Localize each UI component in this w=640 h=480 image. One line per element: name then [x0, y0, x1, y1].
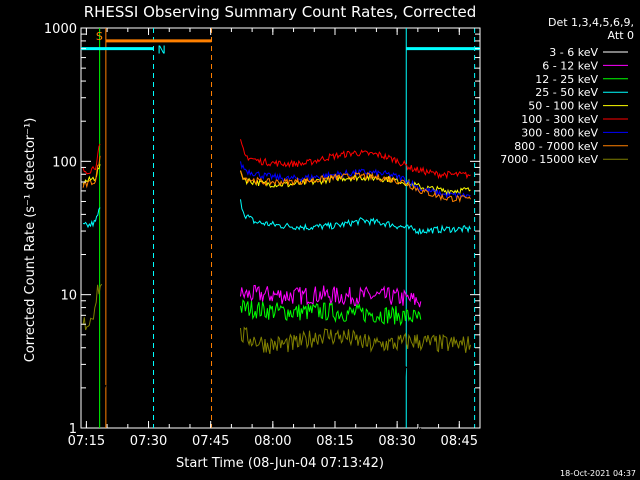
- series-line: [100, 383, 107, 404]
- series-line: [82, 143, 101, 175]
- series-line: [240, 299, 422, 327]
- series-3-6keV: [100, 348, 422, 433]
- series-line: [82, 207, 101, 229]
- x-tick-label: 07:45: [192, 434, 229, 449]
- annotation-label: S: [96, 30, 103, 43]
- series-line: [240, 161, 471, 200]
- legend-label: 6 - 12 keV: [542, 59, 598, 72]
- x-axis-label: Start Time (08-Jun-04 07:13:42): [176, 456, 384, 471]
- axes: 07:15 07:30 07:45 08:00 08:15 08:30 08:45 1 10 10…: [44, 22, 481, 449]
- series-line: [240, 170, 471, 204]
- plot-frame: [80, 27, 481, 429]
- x-tick-label: 08:30: [378, 434, 415, 449]
- series-6-12keV: [240, 284, 422, 308]
- x-tick-label: 07:30: [130, 434, 167, 449]
- legend-label: 100 - 300 keV: [521, 113, 598, 126]
- series-25-50keV: [82, 199, 471, 236]
- legend-label: 300 - 800 keV: [521, 126, 598, 139]
- legend-label: 25 - 50 keV: [535, 86, 598, 99]
- y-axis-label: Corrected Count Rate (s⁻¹ detector⁻¹): [23, 118, 38, 363]
- series-line: [82, 283, 103, 331]
- legend-label: 3 - 6 keV: [549, 46, 598, 59]
- y-tick-label: 1: [69, 422, 77, 437]
- series-300-800keV: [240, 161, 471, 200]
- series-line: [240, 348, 422, 433]
- y-tick-label: 100: [52, 155, 77, 170]
- legend-label: 12 - 25 keV: [535, 73, 598, 86]
- chart-title: RHESSI Observing Summary Count Rates, Co…: [84, 3, 477, 21]
- y-tick-label: 1000: [44, 22, 77, 37]
- y-tick-label: 10: [60, 289, 77, 304]
- series-100-300keV: [82, 139, 471, 180]
- series-12-25keV: [240, 299, 422, 327]
- series-800-7000keV: [82, 155, 471, 204]
- vertical-markers: [99, 28, 476, 428]
- plot-area: [80, 27, 481, 429]
- x-tick-label: 08:15: [316, 434, 353, 449]
- series-line: [240, 326, 471, 355]
- time-range-annotations: SN: [81, 30, 480, 57]
- series-group: [82, 139, 471, 433]
- x-tick-label: 08:45: [441, 434, 478, 449]
- legend-header: Det 1,3,4,5,6,9,: [548, 16, 634, 29]
- legend-label: 50 - 100 keV: [528, 100, 598, 113]
- series-7000-15000keV: [82, 283, 471, 355]
- legend-label: 800 - 7000 keV: [514, 140, 598, 153]
- legend-label: 7000 - 15000 keV: [500, 153, 598, 166]
- series-line: [240, 139, 471, 180]
- legend-header-att: Att 0: [608, 29, 634, 42]
- series-line: [82, 155, 101, 189]
- x-tick-label: 08:00: [254, 434, 291, 449]
- annotation-label: N: [158, 44, 166, 57]
- footer-timestamp: 18-Oct-2021 04:37: [560, 469, 636, 478]
- x-tick-label: 07:15: [68, 434, 105, 449]
- series-line: [240, 199, 471, 236]
- series-line: [240, 284, 422, 308]
